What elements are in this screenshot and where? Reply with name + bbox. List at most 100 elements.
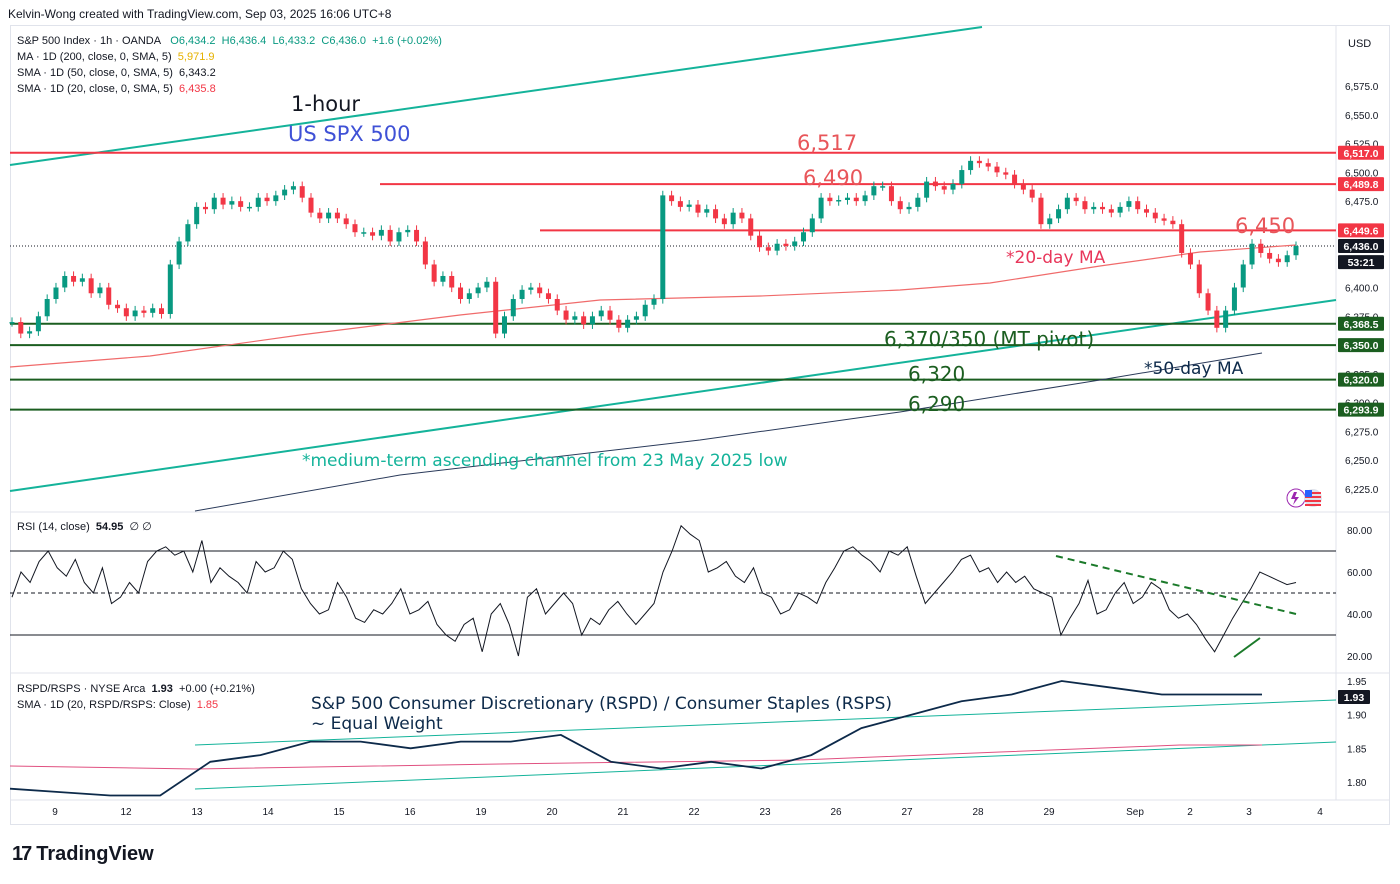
- price-tag-label: 6,293.9: [1343, 405, 1378, 417]
- price-tick-label: 6,475.0: [1345, 197, 1379, 208]
- tradingview-mark-icon: 17: [12, 843, 32, 865]
- ratio-subtitle: ~ Equal Weight: [311, 714, 443, 734]
- time-tick-label: 20: [546, 807, 558, 818]
- candle-body: [229, 201, 235, 205]
- price-tick-label: 6,575.0: [1345, 82, 1379, 93]
- candle-body: [132, 310, 138, 317]
- candle-body: [484, 281, 490, 288]
- axes: 6,575.0 6,550.0 6,525.0 6,500.0 6,475.0 6,450…: [52, 82, 1384, 818]
- candle-body: [1012, 174, 1018, 184]
- candle-body: [220, 197, 226, 205]
- symbol-legend[interactable]: S&P 500 Index · 1h · OANDA O6,434.2 H6,4…: [17, 35, 442, 47]
- tradingview-wordmark: TradingView: [36, 843, 154, 865]
- candle-body: [35, 316, 41, 332]
- candle-body: [176, 241, 182, 265]
- candle-body: [123, 308, 129, 317]
- candle-body: [255, 197, 261, 207]
- candle-body: [801, 232, 807, 242]
- candle-body: [871, 186, 877, 196]
- candle-body: [370, 232, 376, 236]
- price-tag-bg: [1338, 255, 1384, 270]
- currency-label[interactable]: USD: [1348, 38, 1371, 50]
- ratio-pane: [9, 680, 1337, 797]
- candle-body: [554, 299, 560, 311]
- candle-body: [106, 287, 112, 305]
- candle-body: [1152, 212, 1158, 219]
- price-tag-label: 6,449.6: [1343, 225, 1378, 237]
- candle-body: [924, 181, 930, 198]
- candle-body: [1108, 209, 1114, 213]
- rsi-support-trendline: [1233, 637, 1261, 658]
- ratio-legend[interactable]: RSPD/RSPS · NYSE Arca 1.93 +0.00 (+0.21%…: [17, 683, 255, 695]
- ratio-sma-name: SMA · 1D (20, RSPD/RSPS: Close): [17, 699, 191, 711]
- candle-body: [475, 287, 481, 294]
- candle-body: [607, 310, 613, 320]
- sma20-legend[interactable]: SMA · 1D (20, close, 0, SMA, 5) 6,435.8: [17, 83, 216, 95]
- candle-body: [211, 197, 217, 210]
- candle-body: [1240, 264, 1246, 288]
- tradingview-logo[interactable]: 17 TradingView: [12, 843, 154, 866]
- candle-body: [686, 204, 692, 207]
- rsi-name: RSI (14, close): [17, 521, 90, 533]
- candle-body: [1293, 246, 1299, 256]
- ratio-value: 1.93: [151, 683, 173, 695]
- chart-frame: [10, 25, 1390, 825]
- candle-body: [1135, 201, 1141, 210]
- ratio-sma-line: [9, 744, 1262, 770]
- candle-body: [1003, 172, 1009, 175]
- candle-body: [1091, 206, 1097, 210]
- candle-body: [1020, 183, 1026, 190]
- candle-body: [757, 235, 763, 248]
- price-tag-label: 6,436.0: [1343, 241, 1378, 253]
- ma200-legend[interactable]: MA · 1D (200, close, 0, SMA, 5) 5,971.9: [17, 51, 215, 63]
- candle-body: [405, 229, 411, 233]
- ratio-sma-legend[interactable]: SMA · 1D (20, RSPD/RSPS: Close) 1.85: [17, 699, 218, 711]
- candle-body: [563, 310, 569, 320]
- candle-body: [378, 229, 384, 236]
- candle-body: [572, 316, 578, 320]
- sma20-value: 6,435.8: [179, 83, 216, 95]
- candle-body: [150, 308, 156, 313]
- time-tick-label: 29: [1043, 807, 1055, 818]
- high-value: H6,436.4: [221, 35, 267, 47]
- candle-body: [642, 304, 648, 317]
- rsi-extra: ∅ ∅: [129, 521, 152, 533]
- level-6320-label: 6,320: [908, 362, 965, 386]
- rsi-line: [11, 524, 1297, 657]
- time-tick-label: 27: [901, 807, 913, 818]
- price-tick-label: 6,275.0: [1345, 427, 1379, 438]
- time-tick-label: 16: [404, 807, 416, 818]
- us-flag-icon[interactable]: [1286, 488, 1322, 508]
- ratio-change: +0.00 (+0.21%): [179, 683, 255, 695]
- candle-body: [18, 322, 24, 334]
- low-value: L6,433.2: [272, 35, 316, 47]
- rsi-legend[interactable]: RSI (14, close) 54.95 ∅ ∅: [17, 520, 152, 533]
- time-tick-label: 9: [52, 807, 58, 818]
- candle-body: [862, 195, 868, 202]
- price-tag-bg: [1338, 239, 1384, 254]
- open-value: O6,434.2: [170, 35, 216, 47]
- candle-body: [677, 201, 683, 207]
- candle-body: [466, 293, 472, 300]
- time-tick-label: 15: [333, 807, 345, 818]
- candle-body: [326, 212, 332, 219]
- price-tick-label: 6,550.0: [1345, 111, 1379, 122]
- candle-body: [1284, 255, 1290, 263]
- candle-body: [880, 186, 886, 188]
- rsi-tick-label: 60.00: [1347, 568, 1372, 579]
- candle-body: [167, 264, 173, 314]
- channel-lower-line: [9, 299, 1337, 492]
- candle-body: [458, 287, 464, 300]
- ma20-label: *20-day MA: [1006, 248, 1106, 268]
- candle-body: [827, 197, 833, 202]
- sma50-legend[interactable]: SMA · 1D (50, close, 0, SMA, 5) 6,343.2: [17, 67, 216, 79]
- ma20-line: [9, 244, 1297, 368]
- candle-body: [836, 199, 842, 202]
- candle-body: [1205, 293, 1211, 311]
- candle-body: [598, 310, 604, 317]
- price-tag-label: 6,368.5: [1343, 319, 1378, 331]
- candle-body: [264, 197, 270, 202]
- price-tick-label: 6,400.0: [1345, 284, 1379, 295]
- level-6450-label: 6,450: [1235, 214, 1295, 238]
